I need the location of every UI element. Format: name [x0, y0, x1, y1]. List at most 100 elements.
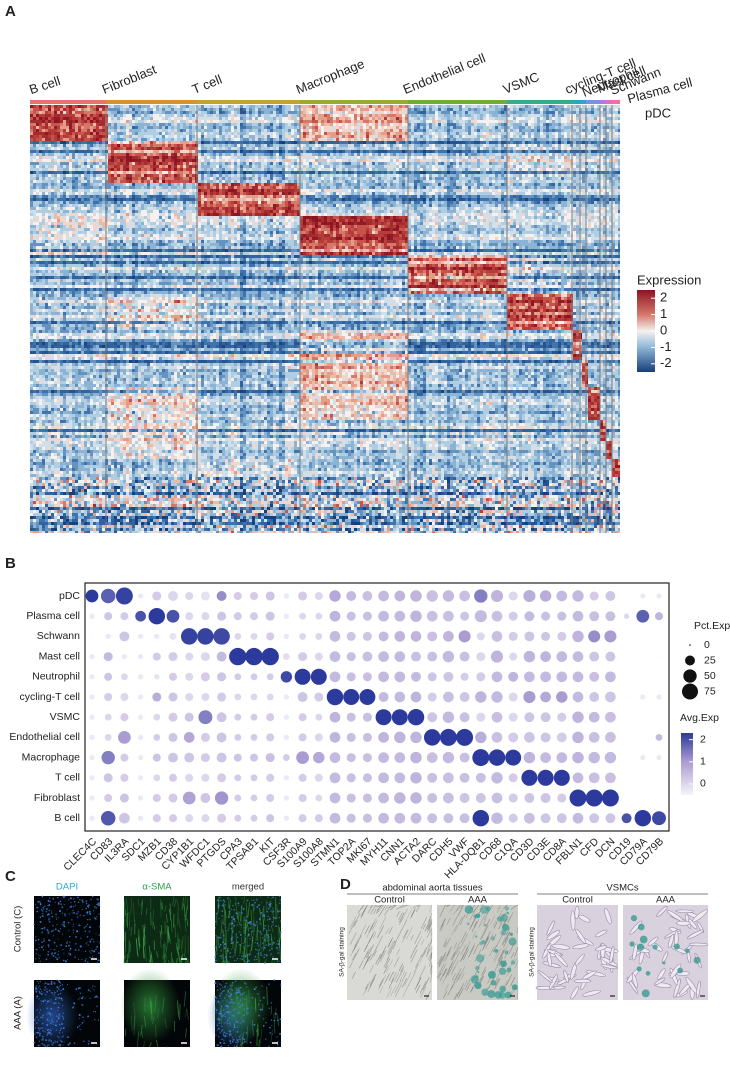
- dot: [315, 713, 323, 721]
- nucleus: [94, 996, 96, 998]
- tissue-fiber: [430, 971, 433, 983]
- dot: [120, 713, 129, 722]
- nucleus: [231, 989, 234, 991]
- nucleus: [231, 1018, 233, 1020]
- dot: [234, 733, 242, 741]
- dot: [540, 651, 551, 662]
- dot: [427, 672, 437, 682]
- nucleus: [42, 912, 44, 915]
- tissue-fiber: [483, 935, 489, 946]
- nucleus: [269, 1026, 271, 1029]
- dot: [168, 793, 178, 803]
- senescent-stain: [508, 937, 517, 946]
- nucleus: [247, 959, 250, 961]
- fiber: [186, 959, 189, 964]
- nucleus: [241, 897, 243, 900]
- nucleus: [219, 943, 222, 946]
- nucleus: [51, 1020, 54, 1023]
- tissue-fiber: [367, 904, 374, 914]
- tissue-fiber: [366, 944, 374, 959]
- dot: [476, 672, 486, 682]
- dot: [185, 652, 194, 661]
- nucleus: [227, 989, 229, 991]
- nucleus: [261, 1008, 263, 1010]
- nucleus: [83, 926, 86, 929]
- dot: [378, 651, 389, 662]
- nucleus: [61, 906, 64, 909]
- dot: [410, 691, 422, 703]
- tissue-fiber: [390, 904, 396, 910]
- tissue-fiber: [378, 979, 383, 988]
- nucleus: [245, 1032, 248, 1034]
- dot: [588, 630, 601, 643]
- fiber: [257, 1023, 260, 1037]
- nucleus: [43, 1044, 46, 1047]
- nucleus: [54, 1040, 56, 1042]
- dot: [427, 772, 438, 783]
- tissue-fiber: [357, 904, 365, 914]
- nucleus: [217, 981, 219, 983]
- nucleus: [41, 931, 43, 934]
- cell: [656, 906, 668, 917]
- nucleus: [56, 979, 58, 981]
- nucleus: [60, 990, 62, 992]
- tissue-fiber: [419, 981, 427, 994]
- fiber: [159, 931, 162, 940]
- nucleus: [39, 901, 41, 903]
- nucleus: [215, 1000, 217, 1002]
- tissue-fiber: [358, 960, 364, 969]
- nucleus: [216, 1044, 219, 1047]
- nucleus: [224, 904, 226, 906]
- nucleus: [220, 1014, 223, 1017]
- tissue-fiber: [439, 968, 447, 982]
- fiber: [176, 957, 178, 964]
- nucleus: [256, 923, 258, 925]
- tissue-fiber: [373, 908, 377, 915]
- nucleus: [254, 924, 257, 927]
- dot: [261, 647, 279, 666]
- tissue-fiber: [463, 980, 468, 987]
- dot: [458, 630, 471, 643]
- dot: [120, 753, 129, 762]
- nucleus: [221, 1012, 223, 1015]
- nucleus: [96, 1005, 98, 1008]
- nucleus: [242, 1014, 244, 1017]
- nucleus: [232, 981, 234, 984]
- nucleus: [224, 1008, 226, 1011]
- dot: [329, 610, 341, 622]
- nucleus: [230, 998, 233, 1001]
- cell: [600, 964, 618, 970]
- nucleus: [40, 1000, 42, 1002]
- nucleus: [54, 928, 57, 931]
- nucleus: [38, 982, 40, 984]
- tissue-fiber: [500, 948, 505, 957]
- fiber: [156, 1039, 159, 1048]
- nucleus: [229, 984, 232, 987]
- dot: [346, 611, 356, 621]
- nucleus: [279, 910, 281, 912]
- fiber: [125, 913, 128, 926]
- dot: [411, 671, 421, 682]
- nucleus: [97, 959, 100, 962]
- nucleus: [52, 924, 54, 927]
- dot: [394, 610, 406, 622]
- dot: [491, 691, 503, 703]
- nucleus: [269, 955, 271, 957]
- nucleus: [228, 1034, 231, 1037]
- dot: [283, 714, 290, 720]
- heatmap-cells: [30, 108, 620, 533]
- dot: [557, 712, 567, 722]
- nucleus: [231, 984, 233, 986]
- nucleus: [58, 1032, 61, 1034]
- tissue-fiber: [445, 937, 451, 948]
- nucleus: [55, 951, 57, 953]
- tissue-fiber: [368, 924, 374, 933]
- nucleus: [215, 959, 217, 962]
- nucleus: [39, 981, 41, 983]
- senescent-stain: [500, 960, 507, 968]
- dot: [524, 712, 535, 723]
- row-label: Schwann: [37, 630, 80, 642]
- dot: [652, 811, 666, 826]
- nucleus: [229, 988, 231, 990]
- tissue-fiber: [400, 908, 408, 923]
